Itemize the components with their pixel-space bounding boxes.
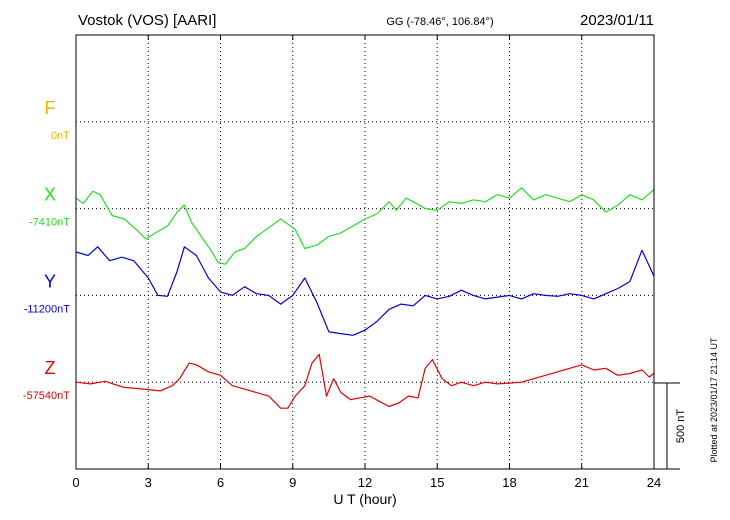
baseline-label-z: -57540nT [23, 390, 70, 402]
component-name-x: X [44, 185, 56, 205]
baseline-label-f: 0nT [51, 130, 70, 142]
x-tick-label: 6 [217, 475, 224, 490]
x-axis-ticks: 0 3 6 9 12 15 18 21 24 [72, 35, 661, 490]
x-tick-label: 21 [575, 475, 589, 490]
station-title: Vostok (VOS) [AARI] [78, 12, 216, 29]
x-tick-label: 18 [502, 475, 516, 490]
series-line-x [75, 187, 655, 265]
x-tick-label: 12 [358, 475, 372, 490]
x-tick-label: 3 [145, 475, 152, 490]
component-name-f: F [45, 98, 56, 118]
x-tick-label: 15 [430, 475, 444, 490]
series-lines [75, 187, 655, 409]
plotted-timestamp: Plotted at 2023/01/17 21:14 UT [709, 337, 719, 463]
coordinates-label: GG (-78.46°, 106.84°) [386, 16, 493, 28]
component-name-y: Y [44, 271, 56, 291]
baseline-label-y: -11200nT [24, 303, 71, 315]
scale-bar: 500 nT [654, 382, 687, 470]
component-name-z: Z [45, 358, 56, 378]
x-tick-label: 24 [647, 475, 661, 490]
series-line-y [75, 246, 655, 336]
series-line-z [75, 353, 655, 409]
x-tick-label: 0 [72, 475, 79, 490]
baseline-label-x: -7410nT [29, 217, 70, 229]
date-label: 2023/01/11 [580, 12, 654, 29]
grid [76, 35, 654, 469]
component-labels: F 0nT X -7410nT Y -11200nT Z -57540nT [23, 98, 70, 402]
scale-bar-label: 500 nT [675, 409, 687, 444]
x-tick-label: 9 [289, 475, 296, 490]
x-axis-label: U T (hour) [333, 491, 396, 507]
